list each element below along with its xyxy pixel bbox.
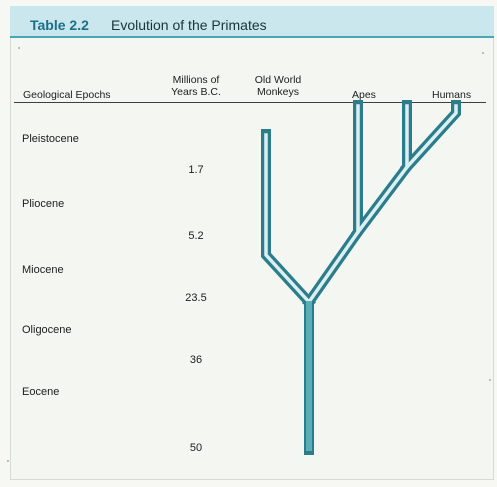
millions-years-heading: Millions of Years B.C. [165, 74, 227, 98]
scan-dot-3 [489, 379, 491, 381]
epoch-miocene: Miocene [22, 264, 64, 276]
year-50: 50 [189, 442, 203, 454]
epoch-pliocene: Pliocene [22, 198, 65, 210]
old-world-monkeys-heading: Old World Monkeys [247, 74, 309, 98]
year-23-5: 23.5 [185, 292, 207, 304]
scan-dot-2 [482, 52, 484, 54]
scan-dot-1 [18, 47, 20, 49]
apes-heading: Apes [352, 89, 376, 101]
old-world-monkeys-heading-line-1: Old World [254, 74, 302, 86]
table-title-bar: Table 2.2 Evolution of the Primates [10, 6, 494, 38]
header-rule [14, 102, 486, 103]
geological-epochs-heading: Geological Epochs [23, 89, 111, 101]
epoch-pleistocene: Pleistocene [22, 133, 79, 145]
year-1-7: 1.7 [188, 164, 204, 176]
millions-years-heading-line-2: Years B.C. [171, 86, 221, 98]
old-world-monkeys-heading-line-2: Monkeys [256, 86, 299, 98]
humans-heading: Humans [432, 89, 472, 101]
table-title: Evolution of the Primates [111, 17, 267, 33]
epoch-eocene: Eocene [22, 386, 60, 398]
year-36: 36 [189, 354, 203, 366]
millions-years-heading-line-1: Millions of [172, 74, 220, 86]
year-5-2: 5.2 [188, 230, 204, 242]
scan-dot-4 [7, 460, 9, 462]
table-number-label: Table 2.2 [30, 17, 89, 33]
epoch-oligocene: Oligocene [22, 324, 72, 336]
table-frame [10, 6, 494, 480]
